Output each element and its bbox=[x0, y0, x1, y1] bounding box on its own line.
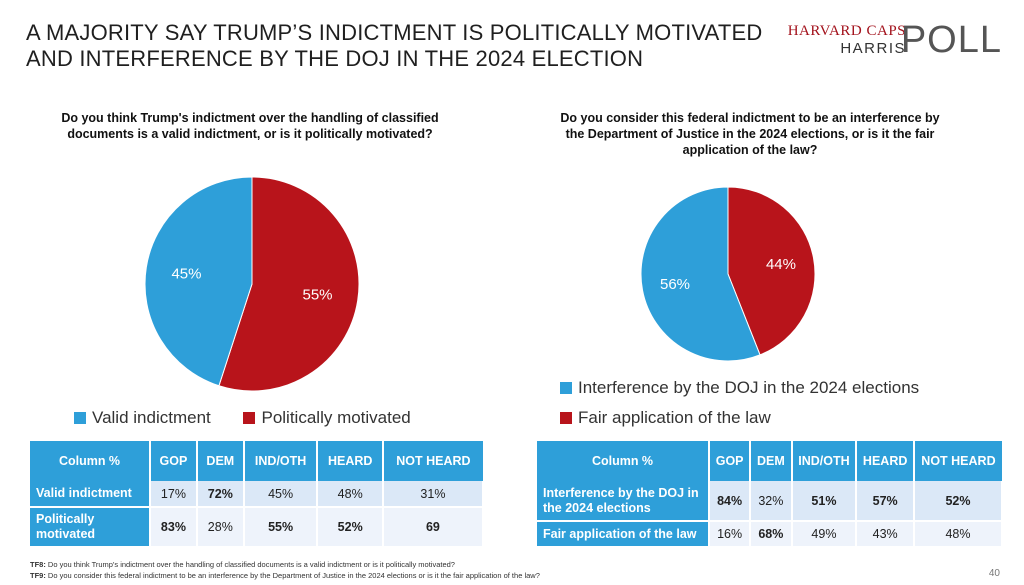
table-cell: 52% bbox=[317, 507, 384, 548]
table-cell: 55% bbox=[243, 507, 319, 548]
column-header: DEM bbox=[196, 441, 245, 481]
row-label: Valid indictment bbox=[30, 481, 151, 508]
table-cell: 72% bbox=[196, 481, 245, 508]
legend-swatch-red bbox=[243, 412, 256, 424]
table-cell: 52% bbox=[913, 481, 1004, 522]
column-header: Column % bbox=[537, 441, 710, 481]
column-header: NOT HEARD bbox=[913, 441, 1002, 481]
column-header: HEARD bbox=[856, 441, 915, 481]
table-cell: 28% bbox=[196, 507, 245, 548]
column-header: Column % bbox=[30, 441, 151, 481]
table-cell: 45% bbox=[243, 481, 319, 508]
footnote-tag: TF9: bbox=[30, 571, 46, 580]
pie2-data-label: 44% bbox=[766, 256, 796, 273]
table-cell: 57% bbox=[856, 481, 915, 522]
pie2-data-label: 56% bbox=[660, 276, 690, 293]
legend-item-fair: Fair application of the law bbox=[560, 408, 919, 428]
column-header: DEM bbox=[750, 441, 793, 481]
harvard-caps-harris-poll-logo: HARVARD CAPS HARRIS POLL bbox=[782, 20, 1002, 60]
pie1-data-label: 45% bbox=[171, 266, 201, 283]
logo-line-3: POLL bbox=[900, 19, 1002, 61]
legend-item-valid: Valid indictment bbox=[74, 408, 211, 428]
pie1-data-label: 55% bbox=[303, 286, 333, 303]
table-cell: 69 bbox=[382, 507, 485, 548]
page-title: A MAJORITY SAY TRUMP’S INDICTMENT IS POL… bbox=[26, 20, 786, 72]
row-label: Fair application of the law bbox=[537, 521, 710, 548]
legend-label: Politically motivated bbox=[261, 408, 411, 427]
table-row: Politically motivated 83% 28% 55% 52% 69 bbox=[30, 507, 485, 548]
legend-swatch-blue bbox=[74, 412, 86, 424]
legend-item-motivated: Politically motivated bbox=[243, 408, 411, 428]
pie-chart-doj-interference: 44% 56% bbox=[640, 186, 816, 362]
footnote-text: Do you think Trump's indictment over the… bbox=[45, 560, 455, 569]
legend-label: Valid indictment bbox=[92, 408, 211, 427]
table-cell: 51% bbox=[791, 481, 858, 522]
row-label: Politically motivated bbox=[30, 507, 151, 548]
table-cell: 83% bbox=[150, 507, 198, 548]
logo-line-1: HARVARD CAPS bbox=[787, 23, 906, 39]
column-header: HEARD bbox=[317, 441, 384, 481]
title-line-1: A MAJORITY SAY TRUMP’S INDICTMENT IS POL… bbox=[26, 20, 763, 45]
table-cell: 48% bbox=[317, 481, 384, 508]
footnote-text: Do you consider this federal indictment … bbox=[45, 571, 540, 580]
legend-indictment: Valid indictment Politically motivated bbox=[74, 408, 439, 429]
column-header: NOT HEARD bbox=[382, 441, 483, 481]
row-label: Interference by the DOJ in the 2024 elec… bbox=[537, 481, 710, 522]
table-cell: 32% bbox=[750, 481, 793, 522]
table-cell: 49% bbox=[791, 521, 858, 548]
legend-swatch-blue bbox=[560, 382, 572, 394]
table-cell: 31% bbox=[382, 481, 485, 508]
question-1: Do you think Trump's indictment over the… bbox=[61, 111, 439, 141]
title-line-2: AND INTERFERENCE BY THE DOJ IN THE 2024 … bbox=[26, 46, 644, 71]
legend-swatch-red bbox=[560, 412, 572, 424]
column-header: GOP bbox=[709, 441, 752, 481]
question-2: Do you consider this federal indictment … bbox=[560, 111, 940, 157]
legend-label: Fair application of the law bbox=[578, 408, 771, 427]
pie2-slice-blue bbox=[640, 186, 761, 362]
footnote-tf8: TF8: Do you think Trump's indictment ove… bbox=[30, 560, 455, 569]
table-cell: 17% bbox=[150, 481, 198, 508]
table-cell: 16% bbox=[709, 521, 752, 548]
footnote-tf9: TF9: Do you consider this federal indict… bbox=[30, 571, 540, 580]
pie1-slice-red bbox=[218, 176, 360, 392]
crosstab-table-indictment: Column % GOP DEM IND/OTH HEARD NOT HEARD… bbox=[30, 441, 485, 548]
crosstab-table-doj: Column % GOP DEM IND/OTH HEARD NOT HEARD… bbox=[537, 441, 1004, 548]
column-header: IND/OTH bbox=[243, 441, 319, 481]
footnote-tag: TF8: bbox=[30, 560, 46, 569]
column-header: IND/OTH bbox=[791, 441, 858, 481]
column-header: GOP bbox=[150, 441, 198, 481]
legend-label: Interference by the DOJ in the 2024 elec… bbox=[578, 378, 920, 397]
table-cell: 84% bbox=[709, 481, 752, 522]
table-cell: 48% bbox=[913, 521, 1004, 548]
table-row: Valid indictment 17% 72% 45% 48% 31% bbox=[30, 481, 485, 508]
table-cell: 43% bbox=[856, 521, 915, 548]
logo-line-2: HARRIS bbox=[840, 40, 906, 57]
table-cell: 68% bbox=[750, 521, 793, 548]
legend-item-interference: Interference by the DOJ in the 2024 elec… bbox=[560, 378, 919, 398]
table-row: Interference by the DOJ in the 2024 elec… bbox=[537, 481, 1004, 522]
pie2-slice-red bbox=[727, 186, 816, 356]
legend-doj: Interference by the DOJ in the 2024 elec… bbox=[560, 378, 919, 438]
page-number: 40 bbox=[988, 568, 1000, 579]
pie1-slice-blue bbox=[144, 176, 253, 387]
table-row: Fair application of the law 16% 68% 49% … bbox=[537, 521, 1004, 548]
pie-chart-indictment: 55% 45% bbox=[144, 176, 360, 392]
